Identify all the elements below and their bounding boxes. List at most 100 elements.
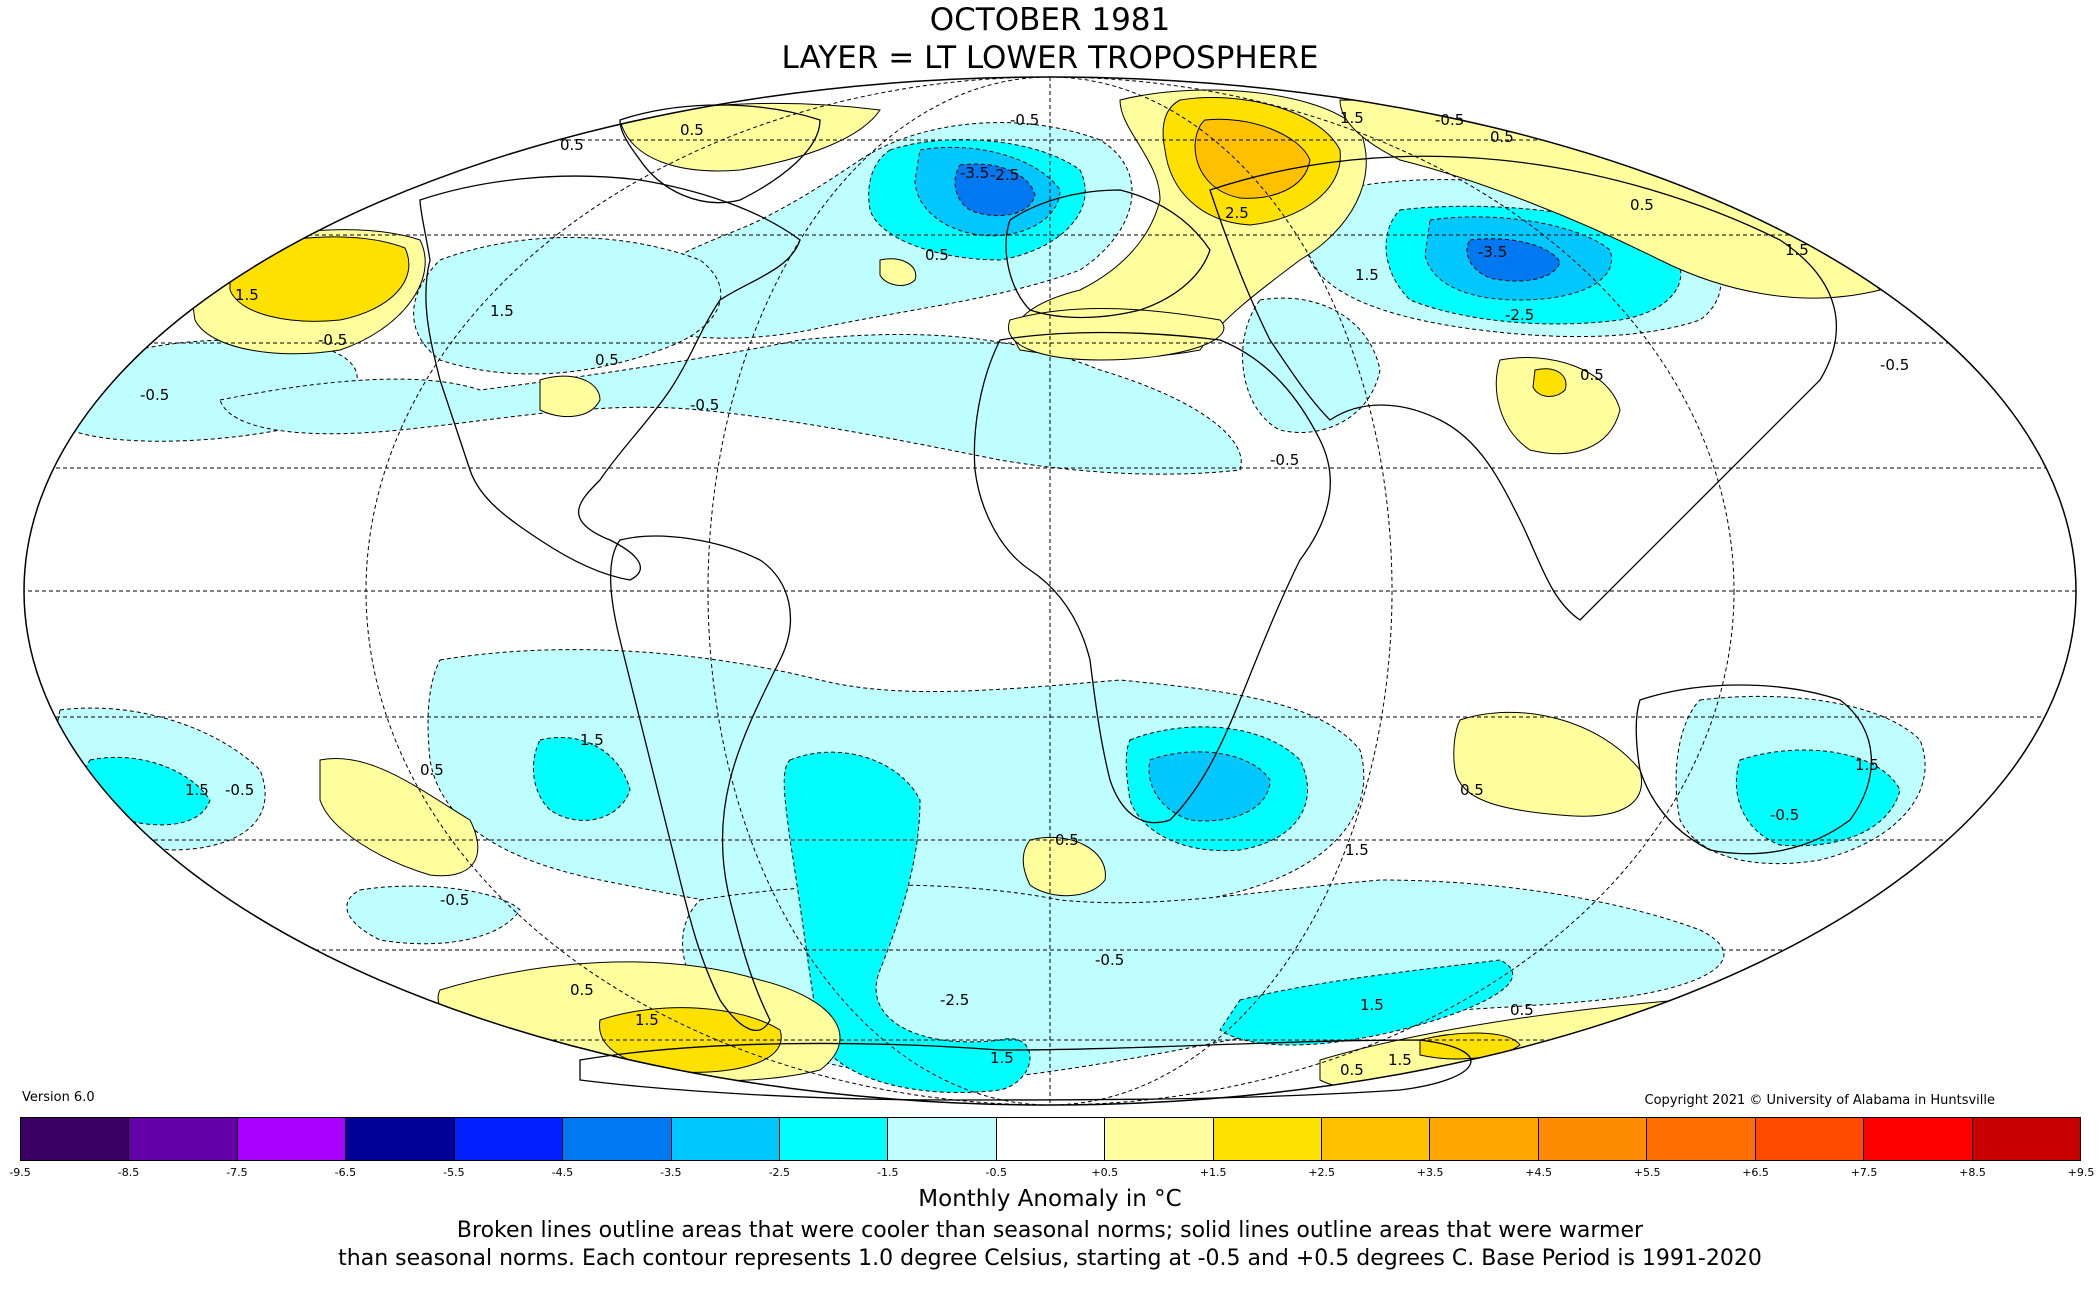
contour-label: 0.5	[560, 136, 584, 154]
contour-label: -2.5	[1505, 306, 1534, 324]
contour-label: 2.5	[1225, 204, 1249, 222]
color-scale-segment	[1538, 1118, 1648, 1160]
contour-label: -0.5	[140, 386, 169, 404]
cool-region-north-america	[413, 237, 722, 375]
color-scale-segment	[1864, 1118, 1973, 1160]
color-scale-segment	[1430, 1118, 1539, 1160]
contour-label: -0.5	[225, 781, 254, 799]
contour-label: 1.5	[990, 1049, 1014, 1067]
cooler-region-antarctic	[1219, 959, 1514, 1046]
warm-region-tibet	[1495, 356, 1621, 455]
contour-label: 1.5	[490, 302, 514, 320]
contour-label: 1.5	[1388, 1051, 1412, 1069]
warmest-region-scandinavia	[1194, 118, 1311, 199]
color-scale-tick-label: +9.5	[2067, 1166, 2095, 1179]
contour-label: 1.5	[235, 286, 259, 304]
contour-label: -0.5	[1770, 806, 1799, 824]
coastline-australia	[1635, 684, 1873, 855]
color-scale-tick-label: -2.5	[768, 1166, 791, 1179]
color-scale-tick-label: -8.5	[117, 1166, 140, 1179]
color-scale-segment	[888, 1118, 997, 1160]
color-scale-tick-label: +4.5	[1525, 1166, 1552, 1179]
color-scale-segment	[21, 1118, 130, 1160]
contour-label: -0.5	[1270, 451, 1299, 469]
contour-label: -3.5	[960, 164, 989, 182]
color-scale-segment	[237, 1118, 347, 1160]
color-scale-segment	[1647, 1118, 1756, 1160]
warm-region-indian-ocean	[1453, 711, 1642, 817]
cool-region-south-pacific-2	[346, 885, 521, 945]
warmer-region-north-pacific	[229, 236, 410, 322]
contour-label: 1.5	[635, 1011, 659, 1029]
contour-label: 0.5	[1490, 128, 1514, 146]
contour-label: 0.5	[925, 246, 949, 264]
contour-label: 0.5	[1340, 1061, 1364, 1079]
warm-region-atlantic-2	[879, 258, 917, 286]
cooler-region-australia-east	[1735, 749, 1901, 847]
color-scale-segment	[1755, 1118, 1865, 1160]
contour-label: 0.5	[595, 351, 619, 369]
caption-line-1: Broken lines outline areas that were coo…	[456, 1218, 1644, 1243]
map-title: OCTOBER 1981	[929, 2, 1171, 38]
cooler-region-south-america	[532, 736, 631, 821]
warmer-region-tibet	[1532, 368, 1567, 397]
cold-region-south-africa	[1148, 751, 1271, 822]
color-scale-tick-label: +1.5	[1199, 1166, 1227, 1179]
cool-region-southern-ocean-2	[682, 879, 1725, 1081]
color-scale-segment	[563, 1118, 672, 1160]
color-scale-segment	[346, 1118, 455, 1160]
coastline-europe	[1005, 189, 1211, 319]
color-scale-segment	[129, 1118, 238, 1160]
contour-label: 0.5	[1055, 831, 1079, 849]
coastline-antarctica	[579, 1039, 1472, 1101]
anomaly-fields	[49, 89, 1926, 1096]
contour-label: 1.5	[1355, 266, 1379, 284]
map-subtitle: LAYER = LT LOWER TROPOSPHERE	[781, 40, 1319, 76]
contour-label: 1.5	[580, 731, 604, 749]
coastline-south-america	[609, 535, 792, 1032]
warm-region-south-atlantic	[1022, 836, 1106, 897]
contour-label: 1.5	[185, 781, 209, 799]
color-scale-tick-label: +3.5	[1416, 1166, 1444, 1179]
color-scale-segment	[1105, 1118, 1214, 1160]
contour-label: -0.5	[1095, 951, 1124, 969]
version-label: Version 6.0	[22, 1090, 95, 1105]
contour-label: 1.5	[1345, 841, 1369, 859]
warm-region-atlantic	[539, 375, 601, 418]
contour-label: -2.5	[940, 991, 969, 1009]
color-scale-tick-label: -5.5	[443, 1166, 465, 1179]
contour-label: 0.5	[1580, 366, 1604, 384]
contour-label: -0.5	[690, 396, 719, 414]
color-scale-segment	[1972, 1118, 2081, 1160]
color-scale-tick-label: -9.5	[9, 1166, 31, 1179]
contour-label: -3.5	[1478, 243, 1507, 261]
coastline-africa	[973, 331, 1332, 824]
coastline-greenland	[619, 104, 821, 204]
color-scale-tick-label: -6.5	[334, 1166, 357, 1179]
color-scale-tick-label: +0.5	[1091, 1166, 1119, 1179]
contour-label: -0.5	[440, 891, 469, 909]
color-scale-tick-label: -4.5	[551, 1166, 574, 1179]
color-scale	[20, 1117, 2081, 1161]
warmer-region-south-pacific	[599, 1007, 782, 1073]
coastlines	[419, 104, 1873, 1101]
color-scale-tick-label: +7.5	[1850, 1166, 1878, 1179]
contour-label: 0.5	[680, 121, 704, 139]
contour-label: 1.5	[1340, 109, 1364, 127]
color-scale-segment	[1322, 1118, 1431, 1160]
color-scale-tick-label: +2.5	[1308, 1166, 1336, 1179]
contour-label: 1.5	[1855, 756, 1879, 774]
cooler-region-southern-ocean	[783, 751, 1031, 1093]
contour-labels: 0.5 0.5 -0.5 -2.5 -3.5 2.5 1.5 -0.5 0.5 …	[140, 109, 1909, 1079]
contour-label: 0.5	[420, 761, 444, 779]
color-scale-segment	[996, 1118, 1106, 1160]
contour-label: 0.5	[1460, 781, 1484, 799]
warm-region-sahara	[1008, 307, 1225, 361]
color-scale-tick-label: +5.5	[1633, 1166, 1661, 1179]
coastline-north-america	[419, 175, 801, 581]
color-scale-tick-label: -3.5	[660, 1166, 682, 1179]
anomaly-map: 0.5 0.5 -0.5 -2.5 -3.5 2.5 1.5 -0.5 0.5 …	[23, 76, 2077, 1106]
map-border	[23, 76, 2077, 1106]
color-scale-segment	[779, 1118, 889, 1160]
copyright-label: Copyright 2021 © University of Alabama i…	[1644, 1093, 1995, 1108]
